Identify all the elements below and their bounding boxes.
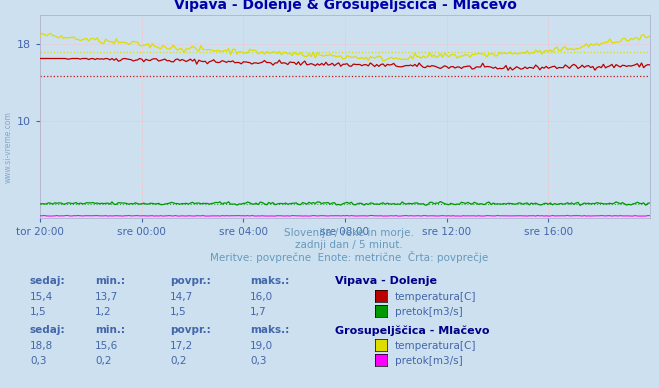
Text: Vipava - Dolenje: Vipava - Dolenje bbox=[335, 276, 437, 286]
Text: min.:: min.: bbox=[95, 325, 125, 335]
Text: 17,2: 17,2 bbox=[170, 341, 193, 351]
Text: 1,7: 1,7 bbox=[250, 307, 267, 317]
Text: 1,2: 1,2 bbox=[95, 307, 111, 317]
Text: zadnji dan / 5 minut.: zadnji dan / 5 minut. bbox=[295, 240, 403, 249]
Text: Meritve: povprečne  Enote: metrične  Črta: povprečje: Meritve: povprečne Enote: metrične Črta:… bbox=[210, 251, 488, 263]
Text: 0,3: 0,3 bbox=[250, 356, 266, 366]
Text: pretok[m3/s]: pretok[m3/s] bbox=[395, 356, 463, 366]
Text: sedaj:: sedaj: bbox=[30, 325, 66, 335]
Text: 16,0: 16,0 bbox=[250, 292, 273, 302]
Title: Vipava - Dolenje & Grosupeljščica - Mlačevo: Vipava - Dolenje & Grosupeljščica - Mlač… bbox=[173, 0, 517, 12]
Text: povpr.:: povpr.: bbox=[170, 325, 211, 335]
Text: povpr.:: povpr.: bbox=[170, 276, 211, 286]
Text: 1,5: 1,5 bbox=[170, 307, 186, 317]
Text: maks.:: maks.: bbox=[250, 276, 289, 286]
Text: 15,6: 15,6 bbox=[95, 341, 118, 351]
Text: temperatura[C]: temperatura[C] bbox=[395, 341, 476, 351]
Text: 18,8: 18,8 bbox=[30, 341, 53, 351]
Text: 13,7: 13,7 bbox=[95, 292, 118, 302]
Text: 15,4: 15,4 bbox=[30, 292, 53, 302]
Text: min.:: min.: bbox=[95, 276, 125, 286]
Text: maks.:: maks.: bbox=[250, 325, 289, 335]
Text: 19,0: 19,0 bbox=[250, 341, 273, 351]
Text: Grosupeljščica - Mlačevo: Grosupeljščica - Mlačevo bbox=[335, 325, 490, 336]
Text: 0,2: 0,2 bbox=[170, 356, 186, 366]
Text: pretok[m3/s]: pretok[m3/s] bbox=[395, 307, 463, 317]
Text: sedaj:: sedaj: bbox=[30, 276, 66, 286]
Text: www.si-vreme.com: www.si-vreme.com bbox=[3, 111, 13, 184]
Text: temperatura[C]: temperatura[C] bbox=[395, 292, 476, 302]
Text: 0,2: 0,2 bbox=[95, 356, 111, 366]
Text: 0,3: 0,3 bbox=[30, 356, 47, 366]
Text: 1,5: 1,5 bbox=[30, 307, 47, 317]
Text: Slovenija / reke in morje.: Slovenija / reke in morje. bbox=[284, 228, 415, 238]
Text: 14,7: 14,7 bbox=[170, 292, 193, 302]
